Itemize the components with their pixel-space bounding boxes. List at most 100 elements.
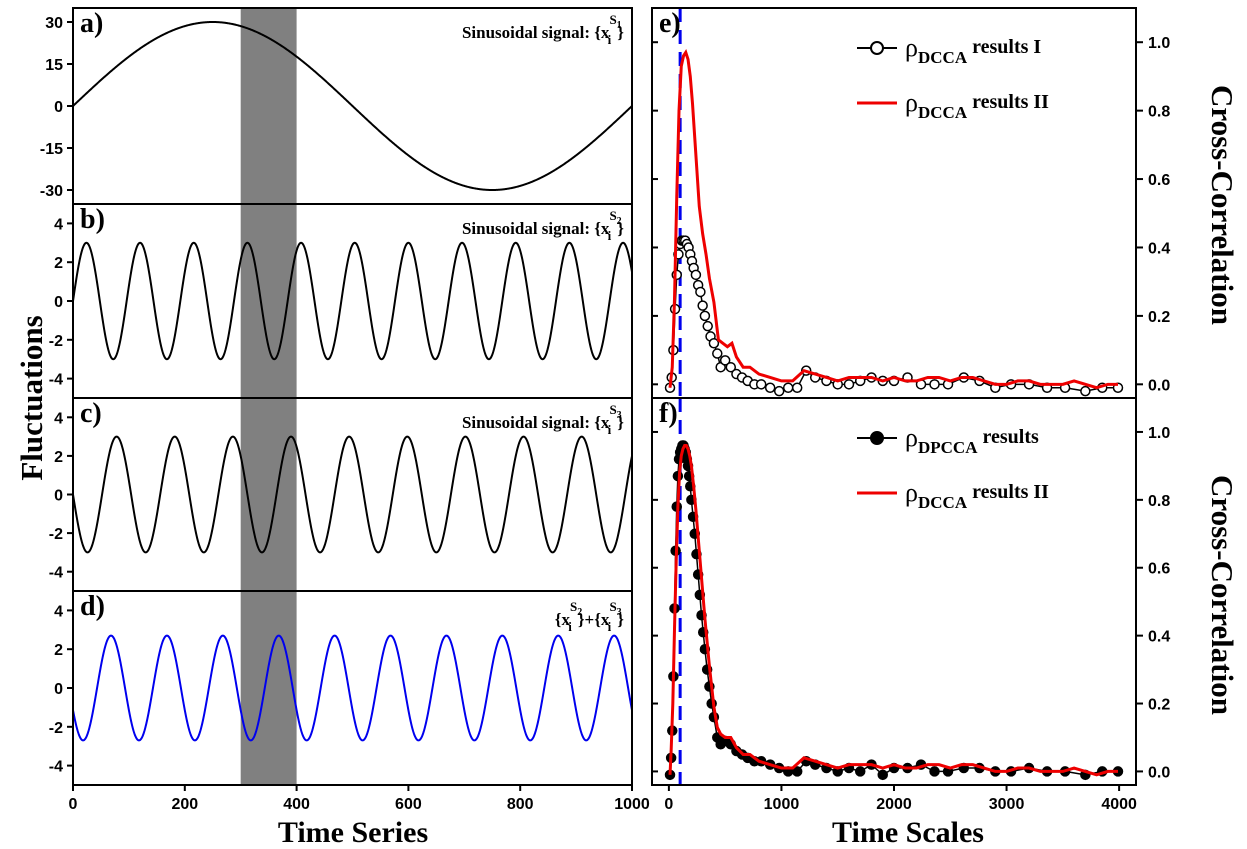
y-tick-label: -4: [49, 759, 63, 776]
data-point: [929, 766, 940, 777]
data-point: [854, 766, 866, 777]
data-point: [702, 320, 713, 332]
y-tick-label: 2: [54, 255, 63, 272]
plot-area: [73, 204, 632, 398]
plot-area: [73, 591, 632, 785]
panel-e: 0.00.20.40.60.81.0e)ρDCCA results IρDCCA…: [651, 7, 1170, 399]
legend: ρDCCA results I ρDCCA results II: [857, 33, 1049, 122]
series-line: [668, 444, 1118, 777]
data-point: [755, 379, 767, 390]
left-x-axis-label: Time Series: [278, 816, 428, 849]
plot-area: [664, 398, 1124, 785]
x-tick-label: 400: [283, 796, 310, 813]
x-tick-label: 2000: [876, 796, 912, 813]
series-line: [668, 49, 1118, 390]
plot-area: [73, 8, 632, 204]
left-y-axis-label: Fluctuations: [14, 315, 49, 480]
data-point: [843, 379, 855, 390]
data-point: [712, 348, 723, 359]
signal-annotation: Sinusoidal signal: {xS2 i}: [462, 208, 624, 243]
data-point: [699, 310, 711, 322]
panel-b: 4 2 0 -2 -4 b) Sinusoidal signal: {xS2 i}: [49, 203, 633, 399]
data-point: [708, 338, 720, 349]
plot-area: [73, 398, 632, 591]
series-line: [669, 444, 1118, 776]
x-tick-label: 200: [171, 796, 198, 813]
right-x-axis-label: Time Scales: [832, 816, 984, 849]
y-tick-label: -4: [49, 372, 63, 389]
y-tick-label: 0.6: [1148, 561, 1170, 578]
data-point: [773, 385, 785, 397]
series-0: [664, 235, 1124, 397]
signal-line: [73, 241, 632, 361]
data-point: [764, 382, 776, 393]
y-tick-label: 1.0: [1148, 35, 1170, 52]
data-point: [697, 300, 708, 311]
x-tick-label: 1000: [614, 796, 650, 813]
panel-frame: [651, 7, 1137, 399]
y-tick-label: 4: [54, 603, 63, 620]
signal-sum-annotation: {xS2 i}+{xS3 i}: [555, 599, 625, 634]
y-tick-label: 0.2: [1148, 697, 1170, 714]
y-tick-label: -2: [49, 333, 63, 350]
data-point: [791, 382, 803, 393]
y-tick-label: 0.4: [1148, 240, 1170, 257]
y-tick-label: -15: [40, 141, 63, 158]
panel-letter: c): [80, 398, 102, 429]
panel-a: 30 15 0 -15 -30 a) Sinusoidal signal: {xS1 i}: [40, 7, 633, 205]
legend-label: ρDCCA results I: [905, 33, 1041, 67]
data-point: [1080, 385, 1091, 397]
y-tick-label: 0.4: [1148, 629, 1170, 646]
y-tick-label: 0.0: [1148, 764, 1170, 781]
signal-annotation: Sinusoidal signal: {xS1 i}: [462, 12, 624, 47]
y-tick-label: 0: [54, 681, 63, 698]
x-tick-label: 0: [664, 796, 673, 813]
y-tick-label: 1.0: [1148, 425, 1170, 442]
legend-marker: [870, 431, 884, 445]
signal-annotation: Sinusoidal signal: {xS3 i}: [462, 402, 624, 437]
y-tick-label: 0.8: [1148, 104, 1170, 121]
signal-line: [73, 634, 632, 742]
shaded-window: [240, 591, 297, 785]
y-tick-label: 4: [54, 410, 63, 427]
y-tick-label: -2: [49, 526, 63, 543]
legend: ρDPCCA results ρDCCA results II: [857, 423, 1049, 512]
legend-label: ρDCCA results II: [905, 478, 1049, 512]
right-top-y-axis-label: Cross-Correlation: [1205, 85, 1240, 325]
panel-letter: e): [659, 8, 681, 39]
y-tick-label: 0.2: [1148, 309, 1170, 326]
data-point: [782, 382, 794, 393]
y-tick-label: 0: [54, 294, 63, 311]
data-point: [877, 769, 888, 781]
series-1: [668, 49, 1118, 390]
plot-area: [664, 8, 1124, 398]
shaded-window: [240, 398, 297, 591]
panel-d: 4 2 0 -2 -4 0 200 400 600 800 1000 d) {xS2 i}+{xS3 i}: [49, 590, 650, 813]
x-tick-label: 0: [69, 796, 78, 813]
y-tick-label: 0.6: [1148, 172, 1170, 189]
panel-letter: d): [80, 591, 105, 622]
legend-label: ρDCCA results II: [905, 88, 1049, 122]
x-tick-label: 800: [507, 796, 534, 813]
panel-c: 4 2 0 -2 -4 c) Sinusoidal signal: {xS3 i}: [49, 397, 633, 592]
y-tick-label: -2: [49, 720, 63, 737]
data-point: [791, 766, 803, 777]
series-1: [668, 444, 1118, 777]
right-bottom-y-axis-label: Cross-Correlation: [1205, 475, 1240, 715]
data-point: [725, 361, 737, 373]
y-tick-label: 2: [54, 642, 63, 659]
x-tick-label: 3000: [989, 796, 1025, 813]
panel-letter: b): [80, 204, 105, 235]
y-tick-label: -30: [40, 183, 63, 200]
y-tick-label: 0.0: [1148, 377, 1170, 394]
data-point: [929, 379, 940, 390]
y-tick-label: -4: [49, 565, 63, 582]
y-tick-label: 2: [54, 449, 63, 466]
data-point: [695, 286, 706, 298]
data-point: [719, 355, 731, 366]
y-tick-label: 0.8: [1148, 493, 1170, 510]
series-line: [669, 239, 1118, 392]
panel-letter: f): [659, 398, 678, 429]
x-tick-label: 600: [395, 796, 422, 813]
